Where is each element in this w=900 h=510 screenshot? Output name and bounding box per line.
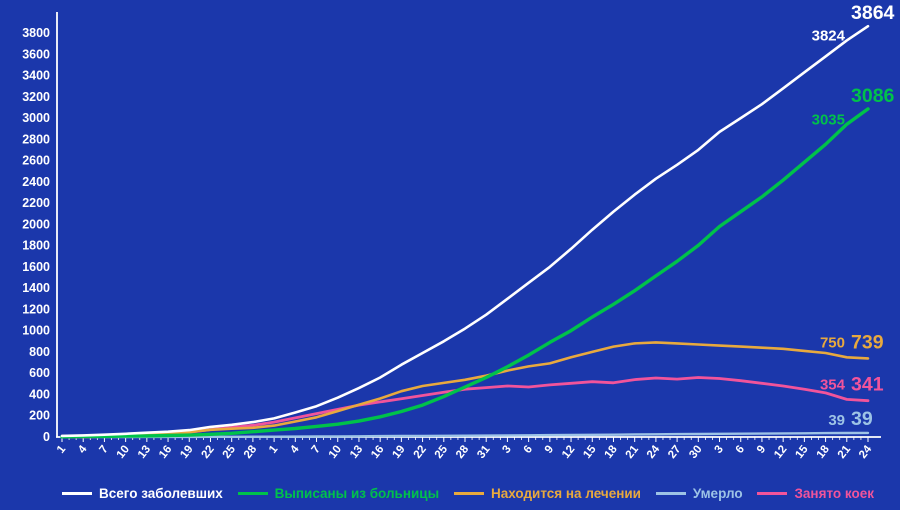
series-line-0 bbox=[60, 24, 870, 438]
series-prev-value-label: 3824 bbox=[812, 27, 846, 44]
x-tick-label: 10 bbox=[327, 443, 344, 460]
x-tick-label: 24 bbox=[857, 443, 875, 461]
x-tick-label: 25 bbox=[221, 443, 239, 461]
legend-item-discharged: Выписаны из больницы bbox=[237, 486, 440, 501]
series-last-value-label: 739 bbox=[851, 331, 884, 353]
legend-item-total-cases: Всего заболевших bbox=[62, 486, 223, 501]
x-tick-label: 1 bbox=[55, 443, 69, 456]
x-tick-label: 21 bbox=[836, 443, 854, 461]
series-line-3 bbox=[60, 431, 870, 439]
x-tick-label: 24 bbox=[645, 443, 663, 461]
x-tick-label: 13 bbox=[348, 443, 365, 460]
series-prev-value-label: 750 bbox=[820, 334, 845, 351]
x-tick-label: 15 bbox=[581, 443, 599, 461]
x-tick-label: 13 bbox=[136, 443, 153, 460]
x-tick-label: 19 bbox=[390, 443, 407, 460]
series-prev-value-label: 354 bbox=[820, 376, 846, 393]
x-tick-label: 3 bbox=[500, 443, 513, 455]
x-tick-label: 4 bbox=[76, 443, 90, 456]
legend-swatch-total-cases bbox=[62, 492, 92, 495]
y-tick-label: 2200 bbox=[22, 196, 50, 210]
x-tick-label: 15 bbox=[793, 443, 811, 461]
series-line-1 bbox=[60, 107, 870, 439]
y-tick-label: 2600 bbox=[22, 154, 50, 168]
series-last-value-label: 3086 bbox=[851, 85, 895, 107]
x-tick-label: 31 bbox=[475, 443, 493, 461]
x-tick-label: 10 bbox=[115, 443, 132, 460]
legend-swatch-in-treatment bbox=[453, 492, 484, 495]
y-tick-label: 2000 bbox=[22, 217, 50, 231]
x-tick-label: 1 bbox=[267, 443, 281, 456]
legend-label-beds-occupied: Занято коек bbox=[794, 486, 874, 501]
x-tick-label: 18 bbox=[603, 443, 621, 461]
chart-canvas: 0 200 400 600 800 1000 1200 1400 1600 1800 2000 220… bbox=[22, 2, 895, 461]
y-tick-label: 600 bbox=[29, 366, 50, 380]
chart-legend: Всего заболевших Выписаны из больницы На… bbox=[62, 486, 874, 501]
series-prev-value-label: 3035 bbox=[812, 111, 845, 128]
x-tick-label: 16 bbox=[369, 443, 386, 460]
y-tick-label: 1600 bbox=[22, 260, 50, 274]
y-tick-label: 2800 bbox=[22, 132, 50, 146]
legend-swatch-discharged bbox=[237, 492, 268, 495]
y-tick-label: 1000 bbox=[22, 324, 50, 338]
x-tick-label: 22 bbox=[412, 443, 429, 460]
x-tick-label: 19 bbox=[178, 443, 195, 460]
legend-label-total-cases: Всего заболевших bbox=[99, 486, 223, 501]
x-tick-label: 16 bbox=[157, 443, 174, 460]
x-tick-label: 28 bbox=[454, 443, 472, 461]
legend-label-discharged: Выписаны из больницы bbox=[274, 486, 440, 501]
legend-item-deaths: Умерло bbox=[655, 486, 743, 501]
y-tick-label: 1800 bbox=[22, 239, 50, 253]
legend-item-in-treatment: Находится на лечении bbox=[453, 486, 641, 501]
series-last-value-label: 341 bbox=[851, 374, 884, 396]
x-tick-label: 7 bbox=[97, 443, 110, 455]
y-tick-label: 2400 bbox=[22, 175, 50, 189]
y-tick-label: 1400 bbox=[22, 281, 50, 295]
legend-item-beds-occupied: Занято коек bbox=[757, 486, 874, 501]
x-tick-label: 9 bbox=[755, 443, 768, 455]
x-tick-label: 12 bbox=[772, 443, 789, 460]
x-tick-label: 30 bbox=[687, 443, 704, 460]
series-last-value-label: 3864 bbox=[851, 2, 895, 24]
x-tick-label: 3 bbox=[712, 443, 725, 455]
x-tick-label: 28 bbox=[242, 443, 260, 461]
x-tick-label: 12 bbox=[560, 443, 577, 460]
series-line-2 bbox=[60, 341, 870, 438]
y-tick-label: 3200 bbox=[22, 90, 50, 104]
x-tick-label: 9 bbox=[543, 443, 556, 455]
legend-label-in-treatment: Находится на лечении bbox=[490, 486, 641, 501]
x-tick-label: 7 bbox=[309, 443, 322, 455]
legend-swatch-deaths bbox=[655, 492, 686, 495]
y-tick-label: 0 bbox=[43, 430, 50, 444]
legend-swatch-beds-occupied bbox=[757, 492, 788, 495]
y-tick-label: 3000 bbox=[22, 111, 50, 125]
x-tick-label: 25 bbox=[433, 443, 451, 461]
y-tick-label: 3600 bbox=[22, 47, 50, 61]
y-tick-label: 1200 bbox=[22, 302, 50, 316]
series-prev-value-label: 39 bbox=[828, 412, 845, 429]
x-tick-label: 22 bbox=[200, 443, 217, 460]
x-tick-label: 6 bbox=[522, 443, 535, 455]
x-tick-label: 18 bbox=[815, 443, 833, 461]
y-tick-label: 400 bbox=[29, 387, 50, 401]
legend-label-deaths: Умерло bbox=[692, 486, 743, 501]
y-tick-label: 3800 bbox=[22, 26, 50, 40]
x-tick-label: 6 bbox=[734, 443, 747, 455]
y-tick-label: 3400 bbox=[22, 69, 50, 83]
y-tick-label: 800 bbox=[29, 345, 50, 359]
x-tick-label: 27 bbox=[666, 443, 683, 460]
y-tick-label: 200 bbox=[29, 409, 50, 423]
series-last-value-label: 39 bbox=[851, 408, 873, 430]
x-tick-label: 21 bbox=[624, 443, 642, 461]
x-tick-label: 4 bbox=[288, 443, 302, 456]
